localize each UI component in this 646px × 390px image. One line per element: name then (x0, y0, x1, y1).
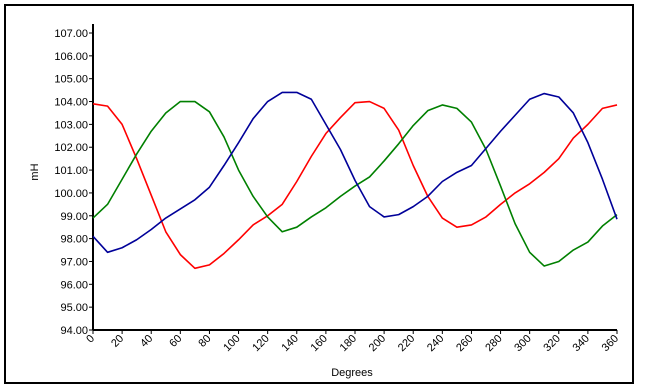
x-tick-label: 160 (309, 333, 330, 354)
y-tick-label: 99.00 (60, 211, 88, 223)
x-tick-label: 220 (396, 333, 417, 354)
x-axis-title: Degrees (331, 367, 373, 379)
y-tick-label: 100.00 (54, 188, 88, 200)
x-tick-label: 320 (541, 333, 562, 354)
y-tick-label: 98.00 (60, 234, 88, 246)
y-tick-label: 96.00 (60, 279, 88, 291)
series-line (92, 91, 618, 254)
x-tick-label: 360 (600, 333, 621, 354)
x-tick-label: 300 (512, 333, 533, 354)
y-tick-label: 101.00 (54, 165, 88, 177)
y-tick-label: 102.00 (54, 142, 88, 154)
x-tick-label: 200 (367, 333, 388, 354)
y-tick-label: 95.00 (60, 302, 88, 314)
x-tick-label: 60 (167, 333, 184, 350)
x-tick-label: 240 (425, 333, 446, 354)
x-tick-label: 180 (338, 333, 359, 354)
y-tick-label: 104.00 (54, 97, 88, 109)
y-tick-label: 107.00 (54, 28, 88, 40)
y-tick-label: 105.00 (54, 74, 88, 86)
x-tick-label: 40 (138, 333, 155, 350)
x-tick-label: 20 (109, 333, 126, 350)
x-tick-label: 120 (250, 333, 271, 354)
series-line (92, 100, 618, 270)
x-tick-label: 100 (221, 333, 242, 354)
y-tick-label: 106.00 (54, 51, 88, 63)
x-tick-label: 260 (454, 333, 475, 354)
y-tick-label: 97.00 (60, 256, 88, 268)
x-tick-label: 140 (279, 333, 300, 354)
chart-frame (4, 4, 634, 384)
x-tick-label: 80 (196, 333, 213, 350)
y-tick-label: 103.00 (54, 119, 88, 131)
series-line (92, 100, 618, 267)
x-tick-label: 0 (84, 333, 97, 346)
x-tick-label: 340 (571, 333, 592, 354)
y-axis-title: mH (29, 163, 41, 180)
y-tick-label: 94.00 (60, 325, 88, 337)
x-tick-label: 280 (483, 333, 504, 354)
